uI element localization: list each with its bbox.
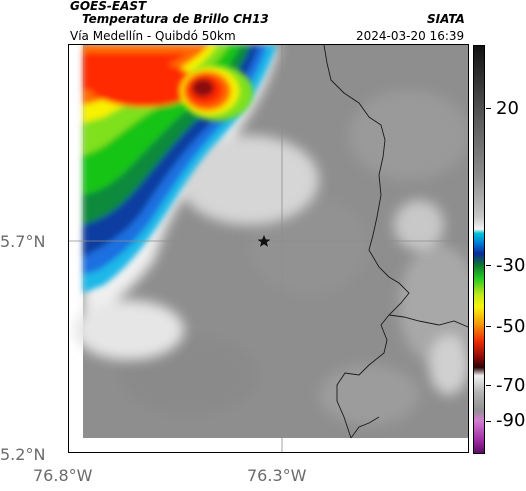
colorbar <box>473 45 491 454</box>
colorbar-label-minus70: -70 <box>496 375 526 396</box>
boundary-line-southeast <box>388 314 468 328</box>
cloud-core <box>179 65 253 121</box>
colorbar-label-minus90: -90 <box>496 410 526 431</box>
lon-label-76.8W: 76.8°W <box>33 466 93 485</box>
colorbar-label-20: 20 <box>496 98 519 119</box>
satellite-title: GOES-EAST <box>70 0 147 13</box>
agency-label: SIATA <box>427 12 465 26</box>
boundary-line-east <box>323 45 410 439</box>
no-data-left <box>69 45 83 452</box>
region-subtitle: Vía Medellín - Quibdó 50km <box>70 29 236 43</box>
colorbar-tick-minus90 <box>486 421 491 422</box>
no-data-bottom <box>83 438 468 452</box>
colorbar-tick-minus70 <box>486 385 491 386</box>
lon-label-76.3W: 76.3°W <box>247 466 307 485</box>
colorbar-tick-20 <box>486 108 491 109</box>
lat-label-5.2N: 5.2°N <box>0 445 46 464</box>
map-image <box>69 45 468 452</box>
colorbar-tick-minus30 <box>486 265 491 266</box>
colorbar-tick-minus50 <box>486 326 491 327</box>
datetime-label: 2024-03-20 16:39 <box>356 29 465 43</box>
colorbar-label-minus50: -50 <box>496 316 526 337</box>
colorbar-gradient <box>473 45 485 454</box>
lat-label-5.7N: 5.7°N <box>0 232 46 251</box>
star-icon <box>257 235 271 247</box>
satellite-map <box>68 44 469 453</box>
product-title: Temperatura de Brillo CH13 <box>82 12 269 26</box>
colorbar-label-minus30: -30 <box>496 255 526 276</box>
boundaries <box>323 45 468 439</box>
boundary-line-spur <box>350 416 380 439</box>
